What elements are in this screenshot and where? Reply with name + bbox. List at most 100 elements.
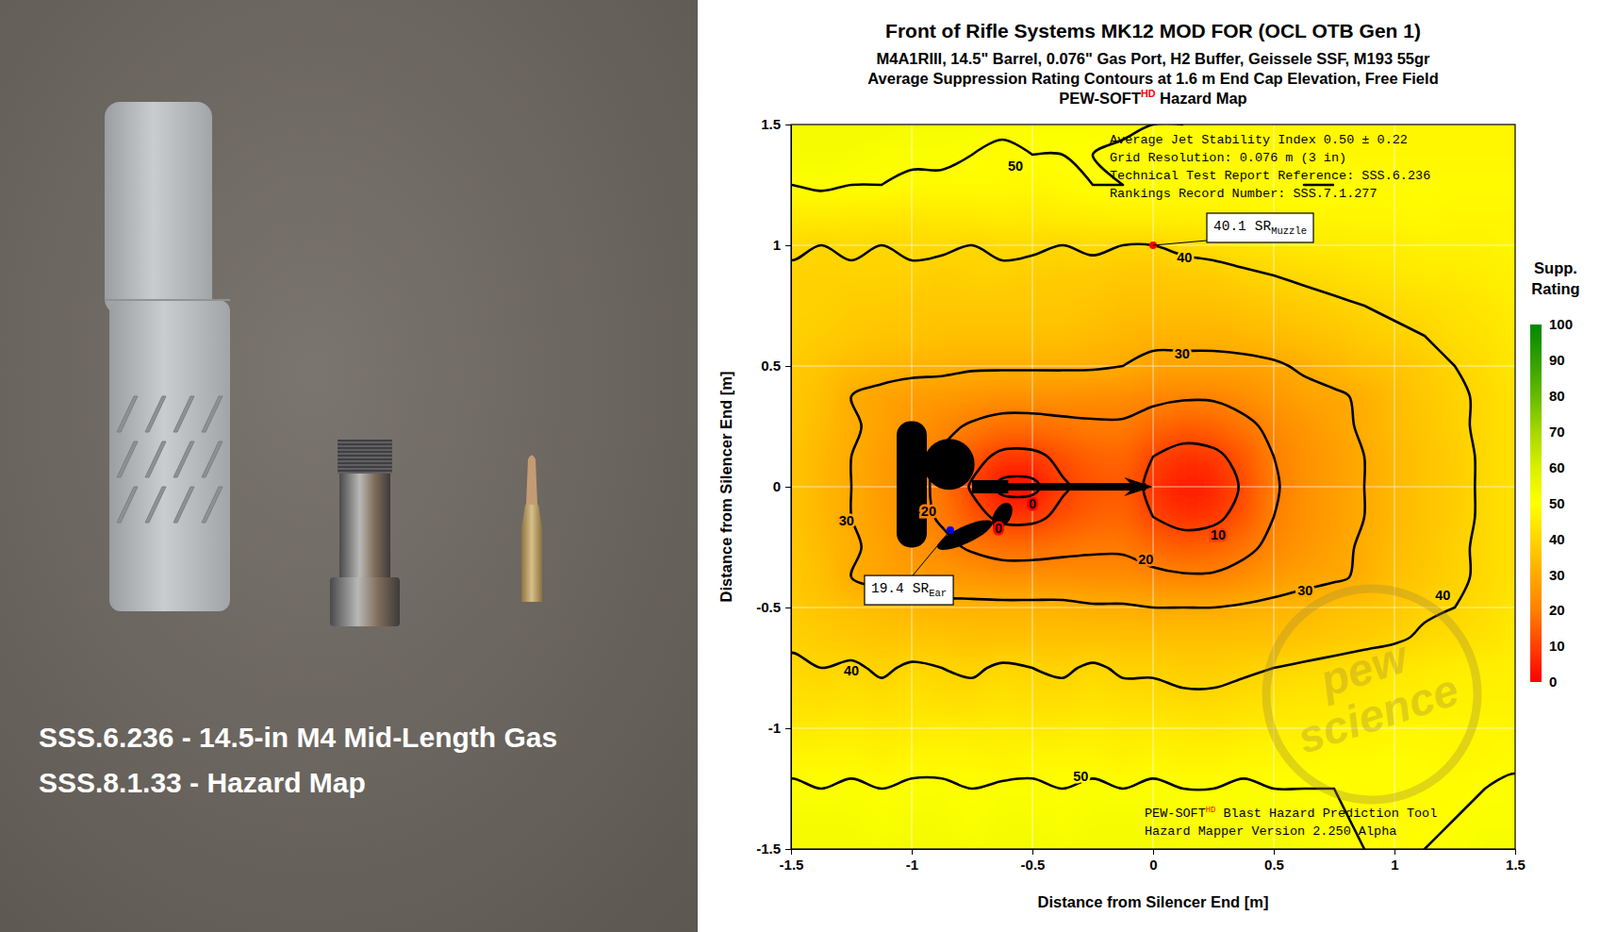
heat-cell bbox=[1500, 742, 1516, 775]
colorbar-tick-label: 0 bbox=[1549, 673, 1557, 690]
heat-cell bbox=[1077, 199, 1109, 231]
x-tick-mark bbox=[1032, 848, 1034, 855]
heat-cell bbox=[1409, 411, 1441, 443]
heat-cell bbox=[987, 290, 1019, 322]
contour-label: 0 bbox=[1028, 495, 1037, 512]
silencer-vent bbox=[145, 486, 166, 523]
heat-cell bbox=[791, 290, 808, 322]
text-part: PEW-SOFT bbox=[1058, 89, 1141, 107]
heat-cell bbox=[1107, 622, 1139, 654]
barrel-thread-line bbox=[337, 441, 393, 444]
heat-cell bbox=[1469, 169, 1502, 201]
contour-label: 30 bbox=[839, 512, 855, 528]
colorbar-tick-label: 90 bbox=[1549, 351, 1566, 368]
heat-cell bbox=[866, 441, 898, 473]
y-tick: 0 bbox=[773, 478, 792, 495]
barrel-thread-line bbox=[337, 460, 393, 462]
marker-annotation: 19.4SREar bbox=[864, 529, 954, 605]
contour-label: 40 bbox=[843, 662, 859, 678]
colorbar-title: Supp. bbox=[1534, 259, 1578, 277]
y-tick: -1 bbox=[768, 719, 792, 736]
heat-cell bbox=[956, 380, 989, 413]
heat-cell bbox=[1077, 124, 1109, 141]
heat-cell bbox=[1168, 622, 1200, 654]
heat-cell bbox=[1168, 652, 1200, 684]
watermark: pewscience bbox=[1238, 560, 1505, 827]
x-tick-label: 1.5 bbox=[1505, 856, 1526, 873]
silencer-vent bbox=[173, 486, 195, 523]
heat-cell bbox=[1439, 773, 1471, 805]
heat-cell bbox=[956, 199, 989, 231]
heat-cell bbox=[1077, 380, 1109, 413]
heat-cell bbox=[866, 742, 898, 775]
heat-cell bbox=[1469, 199, 1502, 231]
heat-cell bbox=[1500, 260, 1516, 292]
heat-cell bbox=[806, 803, 838, 835]
heat-cell bbox=[1469, 124, 1502, 141]
heat-cell bbox=[1319, 199, 1351, 231]
heat-cell bbox=[1469, 561, 1502, 594]
heat-cell bbox=[987, 260, 1019, 292]
info-text: Rankings Record Number: SSS.7.1.277 bbox=[1109, 186, 1378, 201]
heat-cell bbox=[1349, 742, 1381, 775]
heat-cell bbox=[926, 380, 958, 413]
heat-cell bbox=[1168, 260, 1200, 292]
colorbar-tick-label: 50 bbox=[1549, 494, 1566, 512]
x-tick: -1 bbox=[906, 848, 919, 873]
heat-cell bbox=[791, 441, 808, 473]
x-tick-mark bbox=[791, 848, 792, 855]
heat-cell bbox=[1107, 320, 1139, 352]
annotation-label: SR bbox=[912, 580, 930, 596]
x-tick: 0.5 bbox=[1264, 848, 1285, 873]
heat-cell bbox=[806, 169, 838, 201]
heat-cell bbox=[1228, 320, 1260, 352]
contour-label: 30 bbox=[1297, 582, 1313, 598]
heatmap bbox=[791, 124, 1516, 849]
heat-cell bbox=[1500, 441, 1516, 473]
heat-cell bbox=[1439, 320, 1471, 352]
barrel-flange bbox=[329, 577, 400, 627]
barrel-thread-line bbox=[337, 452, 393, 455]
heat-cell bbox=[1439, 199, 1471, 231]
superscript: HD bbox=[1205, 805, 1217, 815]
heat-cell bbox=[836, 124, 868, 141]
colorbar-title: Rating bbox=[1531, 280, 1580, 297]
heat-cell bbox=[806, 260, 838, 292]
cartridge-photo bbox=[521, 455, 543, 603]
heat-cell bbox=[1469, 742, 1502, 775]
heat-cell bbox=[1228, 682, 1260, 714]
heat-cell bbox=[1077, 652, 1109, 684]
annotation-value: 19.4 bbox=[871, 580, 905, 596]
barrel-thread-line bbox=[337, 463, 393, 466]
heat-cell bbox=[926, 682, 958, 714]
barrel-thread-line bbox=[337, 445, 393, 447]
contour-line bbox=[791, 124, 1516, 849]
heat-cell bbox=[926, 199, 958, 231]
heat-cell bbox=[1409, 501, 1441, 533]
heat-cell bbox=[806, 833, 838, 849]
marker-annotation: 40.1SRMuzzle bbox=[1153, 213, 1314, 246]
heat-cell bbox=[1047, 199, 1079, 231]
heat-cell bbox=[1047, 561, 1079, 594]
heat-cell bbox=[926, 833, 958, 849]
heat-cell bbox=[956, 561, 989, 594]
heat-cell bbox=[1077, 682, 1109, 714]
y-tick-label: 1.5 bbox=[760, 115, 781, 132]
heat-cell bbox=[1500, 682, 1516, 714]
heat-cell bbox=[987, 199, 1019, 231]
x-tick-label: 0 bbox=[1149, 856, 1157, 873]
x-axis-title: Distance from Silencer End [m] bbox=[1038, 892, 1270, 910]
heat-cell bbox=[836, 652, 868, 684]
x-tick-label: 0.5 bbox=[1264, 856, 1285, 873]
annotation-leader bbox=[1153, 240, 1207, 246]
heat-cell bbox=[1439, 169, 1471, 201]
heat-cell bbox=[1077, 260, 1109, 292]
heat-cell bbox=[1077, 501, 1109, 533]
y-tick-label: 1 bbox=[773, 236, 781, 253]
heat-cell bbox=[1228, 622, 1260, 654]
heat-cell bbox=[1228, 561, 1260, 594]
annotation-text: 40.1SRMuzzle bbox=[1213, 218, 1307, 237]
heat-cell bbox=[987, 124, 1019, 141]
heat-cell bbox=[806, 139, 838, 171]
heat-cell bbox=[956, 833, 989, 849]
